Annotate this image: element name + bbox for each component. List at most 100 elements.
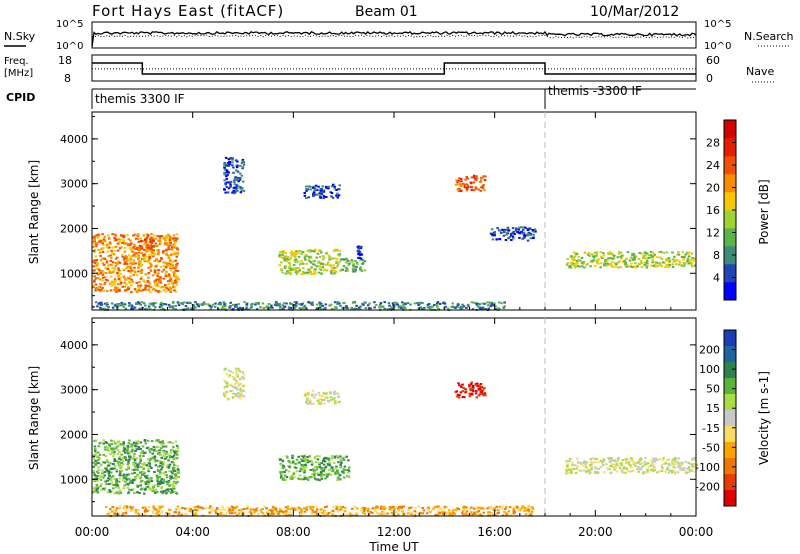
heat-cell [231, 158, 234, 161]
heat-cell [505, 231, 509, 234]
heat-cell [144, 255, 148, 258]
heat-cell [683, 467, 686, 469]
heat-cell [127, 304, 131, 307]
heat-cell [132, 468, 136, 471]
heat-cell [138, 247, 141, 250]
heat-cell [360, 253, 364, 256]
heat-cell [116, 484, 119, 486]
heat-cell [224, 191, 227, 194]
heat-cell [113, 467, 116, 470]
heat-cell [685, 472, 688, 474]
heat-cell [333, 185, 336, 188]
heat-cell [592, 461, 596, 464]
heat-cell [150, 233, 153, 235]
heat-cell [240, 162, 244, 165]
heat-cell [165, 242, 168, 245]
heat-cell [93, 261, 96, 264]
heat-cell [126, 445, 129, 448]
heat-cell [192, 506, 196, 509]
heat-cell [420, 308, 424, 310]
heat-cell [321, 185, 324, 188]
heat-cell [521, 232, 525, 235]
heat-cell [592, 259, 595, 262]
heat-cell [637, 461, 640, 464]
heat-cell [667, 463, 671, 466]
heat-cell [354, 268, 357, 271]
heat-cell [94, 448, 97, 451]
heat-cell [601, 461, 604, 464]
heat-cell [225, 171, 229, 174]
heat-cell [243, 301, 246, 304]
heat-cell [144, 286, 147, 289]
heat-cell [126, 258, 130, 261]
heat-cell [129, 505, 132, 508]
heat-cell [274, 508, 278, 511]
heat-cell [223, 305, 226, 308]
heat-cell [394, 506, 397, 509]
heat-cell [594, 461, 597, 464]
heat-cell [211, 303, 215, 306]
heat-cell [667, 458, 671, 461]
heat-cell [171, 266, 175, 269]
heat-cell [352, 308, 355, 311]
heat-cell [337, 401, 341, 404]
heat-cell [333, 455, 337, 458]
heat-cell [260, 511, 263, 514]
heat-cell [363, 508, 366, 511]
heat-cell [132, 464, 136, 466]
heat-cell [314, 268, 317, 271]
heat-cell [228, 161, 232, 164]
heat-cell [663, 462, 666, 465]
heat-cell [128, 488, 131, 491]
heat-cell [396, 509, 400, 512]
heat-cell [320, 401, 323, 404]
heat-cell [93, 259, 96, 262]
heat-cell [233, 192, 236, 195]
heat-cell [224, 395, 227, 398]
heat-cell [167, 256, 170, 259]
heat-cell [232, 308, 235, 310]
heat-cell [347, 514, 350, 517]
heat-cell [159, 279, 162, 282]
heat-cell [143, 281, 146, 284]
heat-cell [111, 510, 114, 513]
heat-cell [357, 253, 360, 256]
heat-cell [211, 509, 214, 512]
heat-cell [585, 264, 588, 267]
heat-cell [208, 305, 212, 308]
heat-cell [96, 475, 99, 478]
noise-right-label: N.Search [744, 30, 794, 43]
freq-line [92, 62, 696, 75]
heat-cell [145, 260, 149, 263]
heat-cell [94, 460, 97, 462]
heat-cell [599, 459, 603, 462]
heat-cell [144, 508, 148, 511]
heat-cell [183, 507, 187, 510]
heat-cell [145, 464, 148, 467]
heat-cell [138, 462, 142, 465]
heat-cell [278, 303, 281, 306]
heat-cell [315, 508, 319, 511]
heat-cell [101, 286, 104, 289]
heat-cell [601, 257, 604, 259]
heat-cell [632, 253, 635, 256]
heat-cell [171, 282, 175, 285]
heat-cell [338, 260, 341, 263]
nave-tick-bottom: 0 [706, 72, 713, 85]
heat-cell [92, 245, 95, 248]
heat-cell [147, 477, 150, 480]
heat-cell [281, 460, 285, 463]
heat-cell [176, 505, 180, 508]
heat-cell [157, 251, 160, 254]
heat-cell [661, 459, 665, 462]
heat-cell [446, 307, 450, 310]
heat-cell [345, 455, 348, 458]
heat-cell [645, 258, 648, 261]
heat-cell [234, 191, 237, 194]
heat-cell [93, 445, 97, 448]
heat-cell [237, 512, 241, 515]
heat-cell [321, 304, 324, 307]
heat-cell [597, 262, 600, 265]
heat-cell [131, 263, 134, 265]
heat-cell [128, 477, 131, 480]
